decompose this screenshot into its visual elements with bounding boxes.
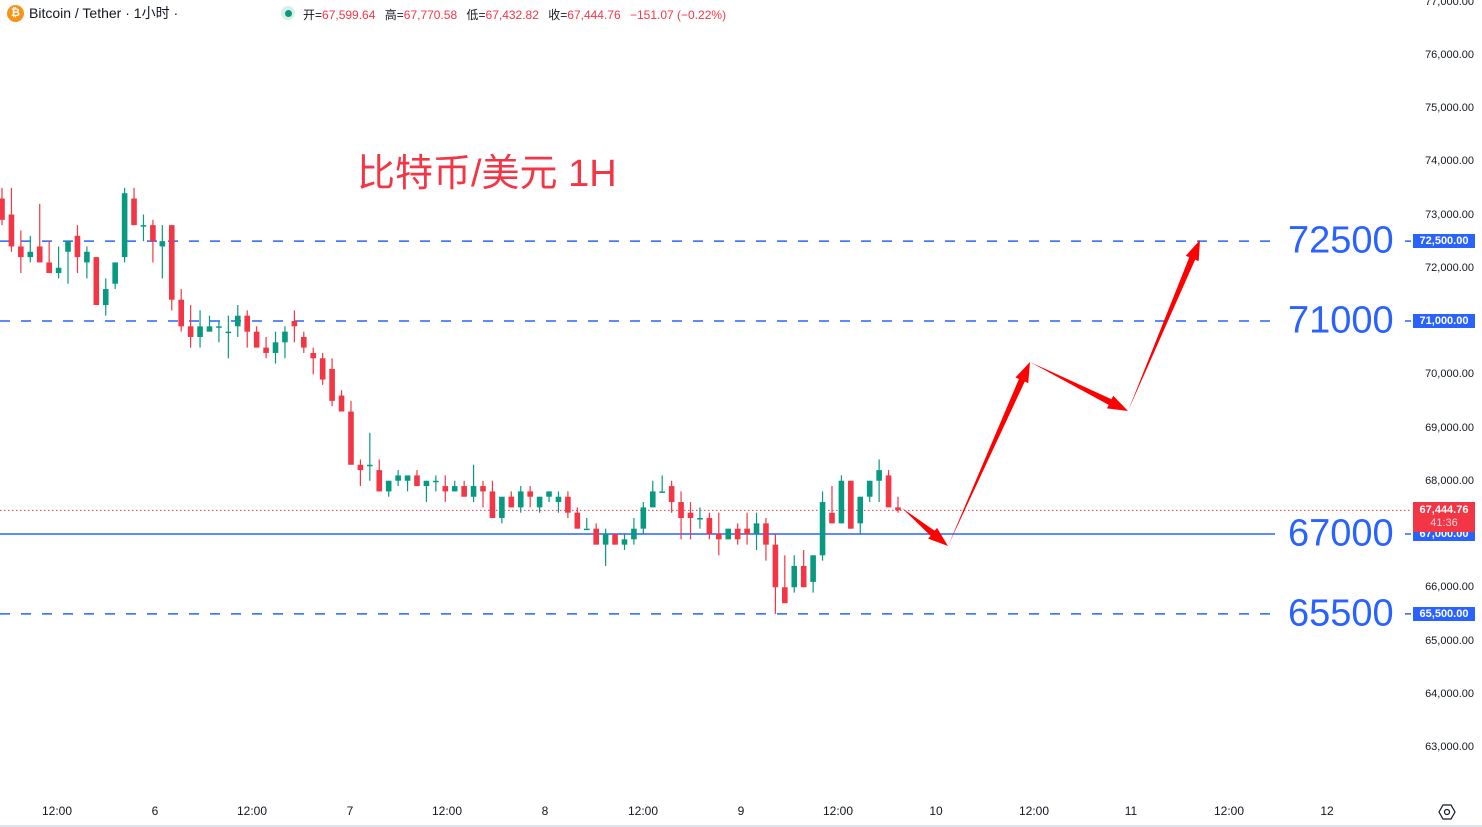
price-tick-label: 77,000.00 bbox=[1425, 0, 1474, 8]
time-tick-label: 8 bbox=[541, 804, 549, 818]
level-label-72500[interactable]: 72500 bbox=[1288, 219, 1394, 262]
change-value: −151.07 (−0.22%) bbox=[630, 8, 727, 22]
price-tick-label: 76,000.00 bbox=[1425, 48, 1474, 61]
market-status-icon bbox=[281, 6, 295, 20]
time-tick-label: 7 bbox=[346, 804, 354, 818]
open-label: 开= bbox=[303, 8, 323, 22]
bitcoin-icon: ₿ bbox=[7, 4, 24, 22]
open-value: 67,599.64 bbox=[322, 8, 376, 22]
low-value: 67,432.82 bbox=[485, 8, 539, 22]
ohlc-legend: 开=67,599.64 高=67,770.58 低=67,432.82 收=67… bbox=[303, 6, 726, 23]
time-tick-label: 10 bbox=[929, 804, 943, 818]
bottom-border bbox=[0, 825, 1482, 827]
price-tick-label: 74,000.00 bbox=[1425, 155, 1474, 168]
price-tick-label: 69,000.00 bbox=[1425, 421, 1474, 434]
time-tick-label: 12:00 bbox=[431, 804, 463, 818]
time-tick-label: 12:00 bbox=[236, 804, 268, 818]
price-tick-label: 73,000.00 bbox=[1425, 208, 1474, 221]
price-tick-label: 68,000.00 bbox=[1425, 474, 1474, 487]
level-label-65500[interactable]: 65500 bbox=[1288, 592, 1394, 635]
settings-icon[interactable] bbox=[1438, 803, 1456, 821]
bar-countdown: 41:36 bbox=[1430, 517, 1458, 530]
close-label: 收= bbox=[548, 8, 568, 22]
time-tick-label: 12:00 bbox=[627, 804, 659, 818]
level-price-tag: 71,000.00 bbox=[1413, 314, 1475, 328]
time-tick-label: 12:00 bbox=[1018, 804, 1050, 818]
level-price-tag: 65,500.00 bbox=[1413, 606, 1475, 621]
last-price-tag: 67,444.76 41:36 bbox=[1413, 502, 1475, 533]
time-tick-label: 12 bbox=[1320, 804, 1334, 818]
time-tick-label: 12:00 bbox=[822, 804, 854, 818]
price-tick-label: 65,000.00 bbox=[1425, 634, 1474, 647]
high-value: 67,770.58 bbox=[403, 8, 458, 22]
symbol-title[interactable]: Bitcoin / Tether · 1小时 · bbox=[29, 5, 179, 21]
close-value: 67,444.76 bbox=[567, 8, 621, 22]
time-tick-label: 6 bbox=[151, 804, 159, 818]
time-tick-label: 9 bbox=[737, 804, 745, 818]
level-price-tag: 72,500.00 bbox=[1413, 234, 1475, 249]
price-tick-label: 72,000.00 bbox=[1425, 261, 1474, 274]
price-tick-label: 66,000.00 bbox=[1425, 581, 1474, 594]
chart-header: ₿ Bitcoin / Tether · 1小时 · bbox=[0, 0, 1400, 26]
time-tick-label: 11 bbox=[1124, 804, 1138, 818]
time-tick-label: 12:00 bbox=[1213, 804, 1245, 818]
price-tick-label: 75,000.00 bbox=[1425, 102, 1474, 114]
level-label-71000[interactable]: 71000 bbox=[1288, 299, 1394, 342]
level-label-67000[interactable]: 67000 bbox=[1288, 512, 1394, 555]
time-tick-label: 12:00 bbox=[41, 804, 73, 818]
last-price-value: 67,444.76 bbox=[1419, 504, 1469, 517]
horizontal-levels bbox=[0, 240, 1411, 615]
price-tick-label: 70,000.00 bbox=[1425, 368, 1474, 381]
projection-arrows bbox=[902, 240, 1200, 546]
low-label: 低= bbox=[466, 8, 486, 22]
candles bbox=[0, 187, 901, 614]
price-tick-label: 64,000.00 bbox=[1425, 687, 1474, 700]
chart-annotation-title[interactable]: 比特币/美元 1H bbox=[357, 153, 617, 195]
high-label: 高= bbox=[384, 8, 404, 22]
price-tick-label: 63,000.00 bbox=[1425, 741, 1474, 753]
